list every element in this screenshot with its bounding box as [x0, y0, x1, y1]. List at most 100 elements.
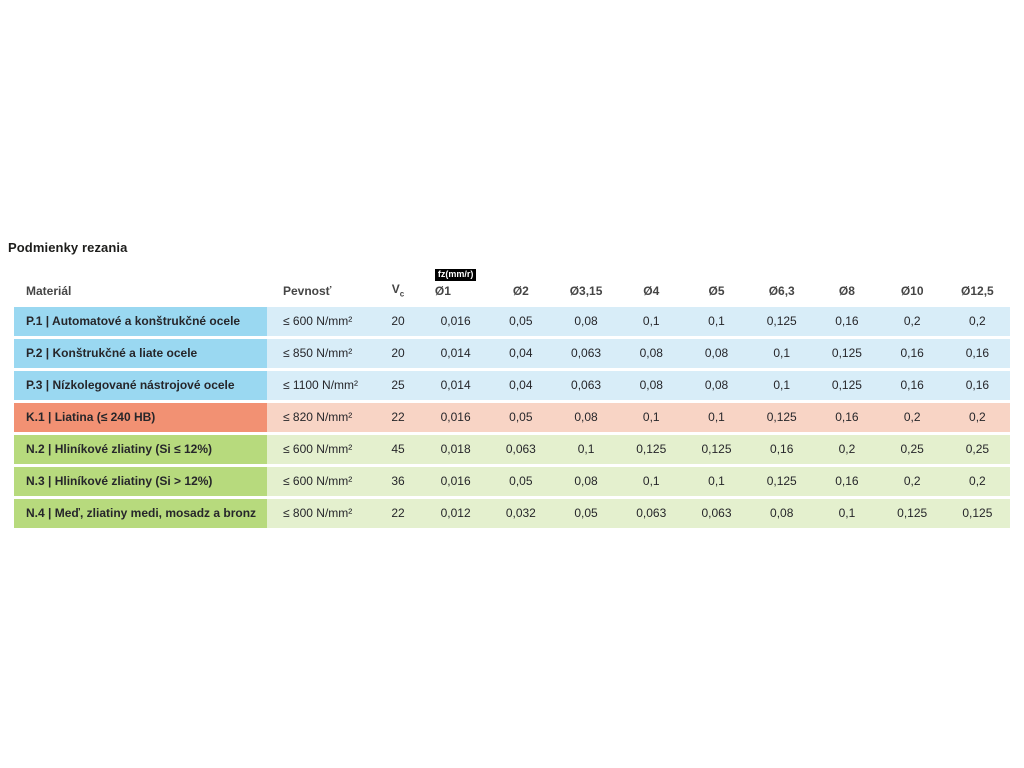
- vc-cell: 22: [391, 506, 405, 520]
- fz-value-cell: 0,063: [505, 442, 536, 456]
- fz-value-cell: 0,1: [708, 474, 725, 488]
- fz-value-cell: 0,1: [642, 314, 660, 328]
- fz-value-cell: 0,05: [509, 474, 533, 488]
- fz-value-cell: 0,05: [509, 314, 533, 328]
- fz-value-cell: 0,16: [900, 378, 924, 392]
- fz-value-cell: 0,04: [509, 346, 533, 360]
- fz-value-cell: 0,063: [701, 506, 732, 520]
- table-header-row: Materiál Pevnosť Vc fz(mm/r) Ø1 Ø2 Ø3,15 Ø4 Ø…: [14, 262, 1010, 304]
- material-cell: N.3 | Hliníkové zliatiny (Si > 12%): [14, 467, 267, 496]
- fz-value-cell: 0,08: [770, 506, 794, 520]
- fz-value-cell: 0,2: [969, 410, 986, 424]
- table-row: N.3 | Hliníkové zliatiny (Si > 12%) ≤ 600…: [14, 467, 1010, 496]
- column-header-diameter: fz(mm/r) Ø1: [423, 266, 488, 304]
- material-cell: P.1 | Automatové a konštrukčné ocele: [14, 307, 267, 336]
- fz-value-cell: 0,16: [965, 378, 990, 392]
- fz-value-cell: 0,16: [770, 442, 794, 456]
- fz-value-cell: 0,1: [642, 410, 660, 424]
- pevnost-cell: ≤ 600 N/mm²: [283, 474, 353, 488]
- fz-value-cell: 0,063: [636, 506, 667, 520]
- vc-cell: 45: [391, 442, 405, 456]
- fz-unit-badge: fz(mm/r): [434, 269, 477, 281]
- vc-symbol: V: [391, 281, 400, 296]
- fz-value-cell: 0,08: [704, 346, 729, 360]
- column-header-diameter: Ø10: [900, 284, 924, 298]
- fz-value-cell: 0,125: [962, 506, 993, 520]
- vc-cell: 20: [391, 314, 405, 328]
- column-header-diameter: Ø8: [838, 284, 855, 298]
- fz-value-cell: 0,125: [766, 410, 797, 424]
- fz-value-cell: 0,063: [571, 346, 602, 360]
- fz-value-cell: 0,16: [900, 346, 924, 360]
- vc-subscript: c: [399, 289, 405, 298]
- table-body: P.1 | Automatové a konštrukčné ocele ≤ 60…: [14, 307, 1010, 528]
- fz-value-cell: 0,018: [440, 442, 471, 456]
- fz-value-cell: 0,08: [639, 378, 663, 392]
- table-row: P.3 | Nízkolegované nástrojové ocele ≤ 11…: [14, 371, 1010, 400]
- table-row: P.1 | Automatové a konštrukčné ocele ≤ 60…: [14, 307, 1010, 336]
- fz-value-cell: 0,16: [835, 474, 859, 488]
- fz-value-cell: 0,08: [574, 474, 598, 488]
- pevnost-cell: ≤ 600 N/mm²: [283, 314, 353, 328]
- pevnost-cell: ≤ 850 N/mm²: [283, 346, 353, 360]
- fz-value-cell: 0,014: [440, 346, 471, 360]
- fz-value-cell: 0,05: [574, 506, 598, 520]
- column-header-material: Materiál: [26, 284, 72, 298]
- fz-value-cell: 0,2: [838, 442, 856, 456]
- fz-value-cell: 0,125: [766, 474, 797, 488]
- fz-value-cell: 0,016: [440, 314, 471, 328]
- fz-value-cell: 0,032: [505, 506, 536, 520]
- fz-value-cell: 0,08: [574, 410, 598, 424]
- column-header-diameter: Ø5: [708, 284, 725, 298]
- cutting-conditions-table: Materiál Pevnosť Vc fz(mm/r) Ø1 Ø2 Ø3,15 Ø4 Ø…: [14, 262, 1010, 531]
- fz-value-cell: 0,08: [639, 346, 663, 360]
- fz-value-cell: 0,2: [903, 474, 921, 488]
- vc-cell: 22: [391, 410, 405, 424]
- fz-value-cell: 0,1: [708, 314, 725, 328]
- table-row: N.4 | Meď, zliatiny medi, mosadz a bronz…: [14, 499, 1010, 528]
- material-cell: N.2 | Hliníkové zliatiny (Si ≤ 12%): [14, 435, 267, 464]
- fz-value-cell: 0,125: [831, 346, 862, 360]
- fz-value-cell: 0,016: [440, 474, 471, 488]
- fz-value-cell: 0,1: [773, 378, 791, 392]
- fz-value-cell: 0,1: [708, 410, 725, 424]
- material-cell: P.2 | Konštrukčné a liate ocele: [14, 339, 267, 368]
- fz-value-cell: 0,2: [903, 410, 921, 424]
- fz-value-cell: 0,1: [773, 346, 791, 360]
- fz-value-cell: 0,05: [509, 410, 533, 424]
- column-header-diameter: Ø4: [643, 284, 660, 298]
- fz-value-cell: 0,1: [577, 442, 595, 456]
- column-header-vc: Vc: [373, 282, 423, 304]
- fz-value-cell: 0,25: [900, 442, 924, 456]
- vc-cell: 36: [391, 474, 405, 488]
- page-title: Podmienky rezania: [8, 240, 128, 255]
- table-row: K.1 | Liatina (≤ 240 HB) ≤ 820 N/mm² 22 0,0…: [14, 403, 1010, 432]
- fz-value-cell: 0,1: [838, 506, 856, 520]
- fz-value-cell: 0,16: [965, 346, 990, 360]
- column-header-pevnost: Pevnosť: [283, 284, 332, 298]
- table-row: N.2 | Hliníkové zliatiny (Si ≤ 12%) ≤ 600…: [14, 435, 1010, 464]
- fz-value-cell: 0,08: [574, 314, 598, 328]
- fz-value-cell: 0,012: [440, 506, 471, 520]
- fz-value-cell: 0,16: [835, 410, 859, 424]
- fz-value-cell: 0,04: [509, 378, 533, 392]
- pevnost-cell: ≤ 820 N/mm²: [283, 410, 353, 424]
- fz-value-cell: 0,1: [642, 474, 660, 488]
- table-row: P.2 | Konštrukčné a liate ocele ≤ 850 N/m…: [14, 339, 1010, 368]
- fz-value-cell: 0,016: [440, 410, 471, 424]
- fz-value-cell: 0,125: [897, 506, 928, 520]
- fz-value-cell: 0,2: [969, 474, 986, 488]
- diameter-label: Ø1: [434, 284, 451, 298]
- fz-value-cell: 0,2: [969, 314, 986, 328]
- pevnost-cell: ≤ 1100 N/mm²: [283, 378, 359, 392]
- column-header-diameter: Ø3,15: [569, 284, 603, 298]
- fz-value-cell: 0,2: [903, 314, 921, 328]
- column-header-diameter: Ø6,3: [768, 284, 795, 298]
- column-header-diameter: Ø12,5: [961, 284, 994, 298]
- fz-value-cell: 0,08: [704, 378, 729, 392]
- material-cell: K.1 | Liatina (≤ 240 HB): [14, 403, 267, 432]
- material-cell: P.3 | Nízkolegované nástrojové ocele: [14, 371, 267, 400]
- fz-value-cell: 0,125: [636, 442, 667, 456]
- fz-value-cell: 0,125: [701, 442, 732, 456]
